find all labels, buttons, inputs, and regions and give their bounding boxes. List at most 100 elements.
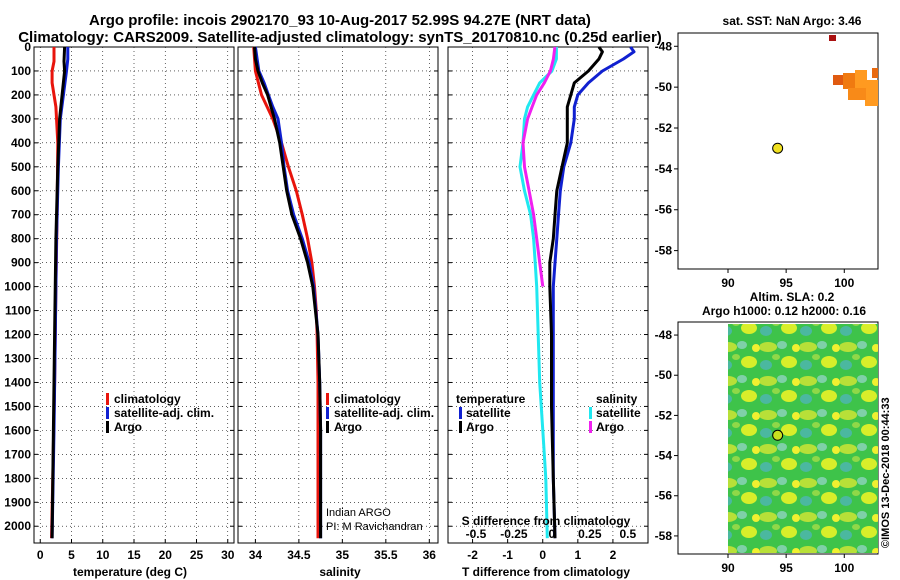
lat-tick-label: -54 — [655, 449, 673, 463]
sla-map: Altim. SLA: 0.2 Argo h1000: 0.12 h2000: … — [655, 290, 879, 575]
legend-temperature-title: temperature — [456, 392, 526, 406]
legend-swatch-s-satellite — [589, 407, 592, 419]
x-tick-label: 2 — [610, 548, 617, 562]
x-tick-label: -1 — [502, 548, 513, 562]
x-tick-label: 20 — [159, 548, 173, 562]
lat-tick-label: -52 — [655, 408, 673, 422]
depth-tick-label: 1200 — [4, 328, 31, 342]
depth-tick-label: 1300 — [4, 351, 31, 365]
difference-s-axis: -0.5 -0.25 0 0.25 0.5 — [466, 527, 637, 541]
lon-tick-label: 95 — [779, 561, 793, 575]
sla-argo-marker — [772, 429, 784, 441]
depth-tick-label: 2000 — [4, 519, 31, 533]
s-difference-label: S difference from climatology — [462, 514, 631, 528]
lon-tick-label: 90 — [721, 276, 735, 290]
x-tick-label: 34 — [249, 548, 263, 562]
lon-tick-label: 100 — [834, 276, 854, 290]
legend-swatch-climatology — [106, 393, 109, 405]
line-s-argo — [521, 46, 557, 287]
line-t-satellite — [551, 46, 636, 539]
legend-swatch-climatology — [326, 393, 329, 405]
temperature-panel: 0100200300400500600700800900100011001200… — [4, 40, 234, 579]
depth-tick-label: 1500 — [4, 399, 31, 413]
legend-label-s-argo: Argo — [596, 420, 624, 434]
lat-tick-label: -58 — [655, 529, 673, 543]
x-tick-label: 35 — [336, 548, 350, 562]
sla-lat-axis: -48 -50 -52 -54 -56 -58 — [655, 328, 678, 543]
x-tick-label: 36 — [423, 548, 437, 562]
legend-label-satellite: satellite-adj. clim. — [114, 406, 214, 420]
salinity-legend: climatology satellite-adj. clim. Argo — [326, 392, 434, 434]
legend-swatch-argo — [326, 421, 329, 433]
difference-legend: temperature satellite Argo salinity sate… — [456, 392, 641, 434]
s-tick-label: 0 — [549, 527, 556, 541]
salinity-grid — [238, 46, 438, 543]
sst-cell — [872, 68, 878, 78]
sst-cell — [843, 73, 857, 89]
depth-tick-label: 900 — [11, 256, 31, 270]
sst-field — [829, 35, 878, 106]
legend-label-argo: Argo — [114, 420, 142, 434]
depth-tick-label: 800 — [11, 232, 31, 246]
x-tick-label: 5 — [68, 548, 75, 562]
sst-cell — [833, 75, 845, 85]
s-tick-label: -0.25 — [500, 527, 528, 541]
depth-tick-label: 700 — [11, 208, 31, 222]
credit-line2: PI: M Ravichandran — [326, 521, 423, 533]
lat-tick-label: -56 — [655, 489, 673, 503]
legend-label-climatology: climatology — [114, 392, 181, 406]
depth-tick-label: 1100 — [5, 304, 31, 318]
lat-tick-label: -56 — [655, 203, 673, 217]
depth-tick-label: 1900 — [4, 495, 31, 509]
sla-field — [728, 324, 878, 553]
depth-tick-label: 1000 — [4, 280, 31, 294]
lat-tick-label: -58 — [655, 244, 673, 258]
sla-map-title2: Argo h1000: 0.12 h2000: 0.16 — [702, 304, 866, 318]
legend-label-t-argo: Argo — [466, 420, 494, 434]
sst-map: sat. SST: NaN Argo: 3.46 -48 -50 -52 -54 -56… — [655, 14, 879, 290]
x-tick-label: 35.5 — [374, 548, 398, 562]
sst-cell — [829, 35, 836, 41]
x-tick-label: 0 — [539, 548, 546, 562]
timestamp-stamp: ©IMOS 13-Dec-2018 00:44:33 — [880, 397, 892, 548]
x-tick-label: 0 — [37, 548, 44, 562]
line-t-argo — [548, 46, 604, 539]
line-climatology — [252, 46, 320, 539]
depth-tick-label: 100 — [11, 64, 31, 78]
legend-label-satellite: satellite-adj. clim. — [334, 406, 434, 420]
lon-tick-label: 95 — [779, 276, 793, 290]
legend-swatch-satellite — [106, 407, 109, 419]
legend-salinity-title: salinity — [596, 392, 638, 406]
legend-swatch-t-satellite — [459, 407, 462, 419]
line-argo — [50, 46, 67, 539]
legend-label-s-satellite: satellite — [596, 406, 641, 420]
line-s-satellite — [518, 47, 558, 539]
sst-cell — [848, 88, 866, 100]
x-tick-label: 10 — [96, 548, 110, 562]
salinity-x-axis: 34 34.5 35 35.5 36 — [249, 539, 437, 562]
sst-lat-axis: -48 -50 -52 -54 -56 -58 — [655, 39, 678, 258]
difference-grid — [448, 46, 648, 543]
temperature-x-axis: 0 5 10 15 20 25 30 — [37, 539, 235, 562]
legend-swatch-argo — [106, 421, 109, 433]
credit-line1: Indian ARGO — [326, 507, 391, 519]
x-tick-label: 34.5 — [287, 548, 311, 562]
lon-tick-label: 100 — [834, 561, 854, 575]
depth-tick-label: 1400 — [4, 375, 31, 389]
x-tick-label: 30 — [221, 548, 235, 562]
difference-xlabel: T difference from climatology — [462, 565, 630, 579]
depth-tick-label: 1800 — [4, 471, 31, 485]
lat-tick-label: -48 — [655, 328, 673, 342]
salinity-lines — [252, 46, 323, 539]
legend-swatch-s-argo — [589, 421, 592, 433]
sla-map-title1: Altim. SLA: 0.2 — [750, 290, 835, 304]
s-tick-label: 0.5 — [619, 527, 636, 541]
lat-tick-label: -48 — [655, 39, 673, 53]
x-tick-label: 1 — [574, 548, 581, 562]
depth-tick-label: 0 — [24, 40, 31, 54]
sst-argo-marker — [772, 142, 784, 154]
sst-map-title: sat. SST: NaN Argo: 3.46 — [723, 14, 862, 28]
s-tick-label: -0.5 — [466, 527, 487, 541]
sst-lon-axis: 90 95 100 — [721, 269, 855, 290]
legend-swatch-satellite — [326, 407, 329, 419]
